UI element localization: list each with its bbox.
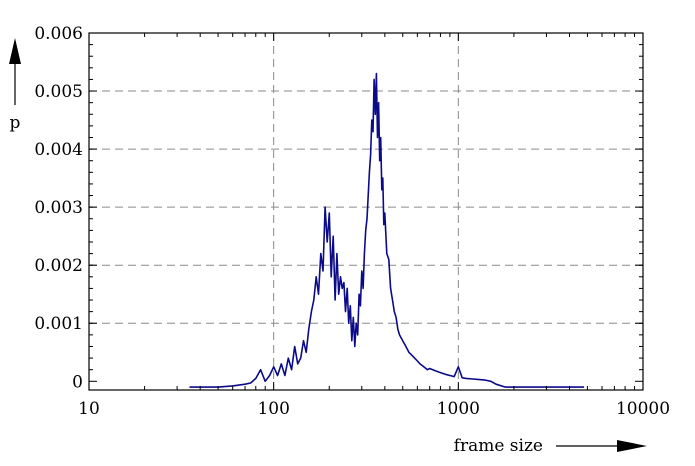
tick-labels: 10 100 1000 10000 0 0.001 0.002 0.003 0.004 0.005… xyxy=(34,24,670,419)
x-axis-label: frame size xyxy=(454,436,543,456)
y-tick-label: 0.005 xyxy=(34,82,83,102)
y-tick-label: 0.001 xyxy=(34,314,83,334)
series-line-0 xyxy=(189,72,585,388)
ticks xyxy=(88,32,644,390)
y-tick-label: 0 xyxy=(72,372,83,392)
series-layer xyxy=(189,72,585,388)
x-tick-label: 10 xyxy=(78,399,100,419)
x-axis-arrow xyxy=(556,440,647,452)
x-tick-label: 1000 xyxy=(437,399,480,419)
y-tick-label: 0.004 xyxy=(34,140,83,160)
gridlines xyxy=(89,33,643,390)
y-tick-label: 0.002 xyxy=(34,256,83,276)
plot-frame xyxy=(88,32,644,391)
y-axis-label: p xyxy=(10,113,21,133)
y-axis-arrow xyxy=(9,38,21,105)
y-tick-label: 0.006 xyxy=(34,24,83,44)
x-tick-label: 10000 xyxy=(616,399,670,419)
y-tick-label: 0.003 xyxy=(34,198,83,218)
x-tick-label: 100 xyxy=(257,399,289,419)
